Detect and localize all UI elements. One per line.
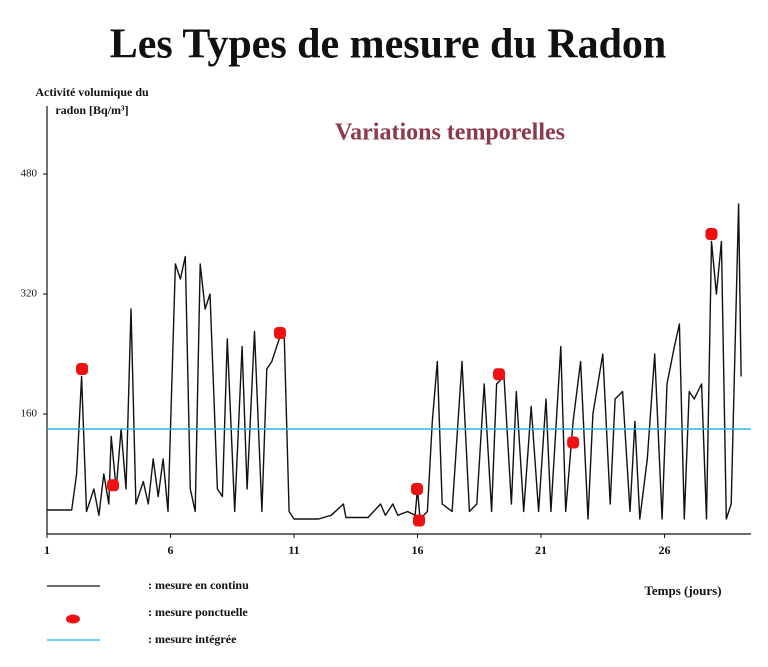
x-tick-label: 21 (535, 543, 547, 557)
x-tick-label: 16 (412, 543, 424, 557)
point (413, 514, 426, 527)
y-axis-label: radon [Bq/m³] (55, 103, 128, 117)
y-tick-label: 160 (21, 408, 38, 420)
x-axis-label: Temps (jours) (644, 583, 721, 598)
point (76, 363, 89, 375)
point (567, 436, 580, 449)
point (106, 479, 119, 492)
x-tick-label: 11 (288, 543, 299, 557)
point (705, 228, 718, 240)
y-tick-label: 480 (21, 168, 38, 180)
point (411, 483, 424, 495)
chart-subtitle: Variations temporelles (335, 120, 565, 146)
y-axis-label: Activité volumique du (35, 85, 149, 99)
legend-swatch (66, 614, 80, 624)
legend-label: : mesure intégrée (148, 632, 237, 646)
chart-title: Les Types de mesure du Radon (110, 22, 667, 68)
y-tick-label: 320 (21, 288, 38, 300)
point (273, 327, 286, 339)
point (493, 368, 506, 381)
legend-label: : mesure ponctuelle (148, 605, 248, 619)
legend-label: : mesure en continu (148, 578, 249, 592)
x-tick-label: 6 (168, 543, 174, 557)
series-line (47, 203, 742, 520)
x-tick-label: 1 (44, 543, 50, 557)
x-tick-label: 26 (659, 543, 671, 557)
